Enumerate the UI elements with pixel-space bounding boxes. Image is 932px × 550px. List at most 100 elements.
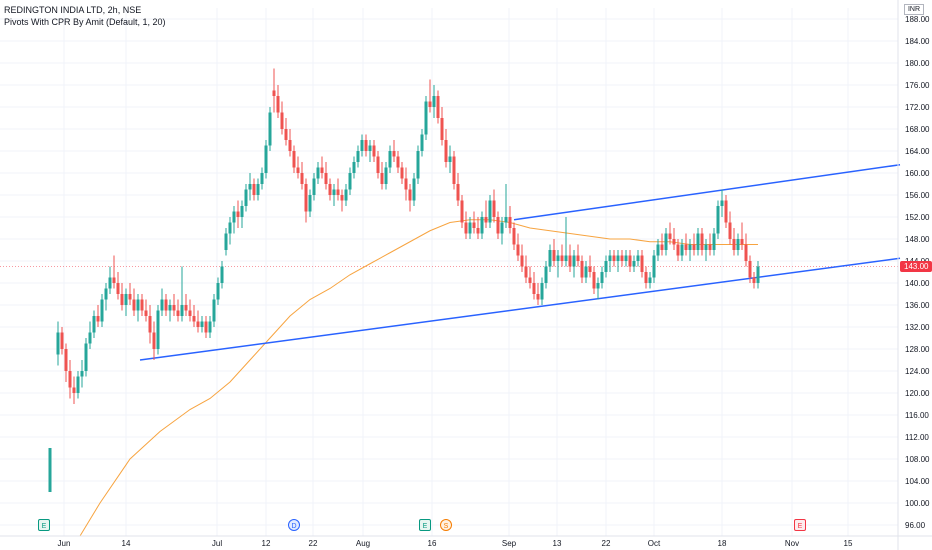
candle bbox=[104, 283, 108, 311]
candle-body bbox=[492, 200, 496, 217]
candle-body bbox=[292, 151, 296, 168]
event-marker-dividend[interactable]: D bbox=[288, 519, 300, 531]
candle-body bbox=[260, 173, 264, 184]
candle-body bbox=[644, 272, 648, 283]
candle-body bbox=[348, 173, 352, 190]
candle-body bbox=[380, 173, 384, 184]
candle-body bbox=[452, 156, 456, 184]
candle-body bbox=[572, 255, 576, 267]
candle bbox=[212, 294, 216, 327]
x-tick-label: 15 bbox=[844, 539, 853, 548]
event-marker-earnings-future[interactable]: E bbox=[794, 519, 806, 531]
candle-body bbox=[328, 184, 332, 195]
y-tick-label: 124.00 bbox=[905, 367, 930, 376]
candle bbox=[240, 200, 244, 228]
candle-body bbox=[704, 244, 708, 250]
candle-body bbox=[60, 332, 64, 349]
candle bbox=[320, 156, 324, 179]
candle bbox=[584, 261, 588, 283]
candle bbox=[728, 211, 732, 245]
candle bbox=[468, 217, 472, 239]
candle-body bbox=[336, 189, 340, 195]
candle-body bbox=[460, 200, 464, 223]
candle-body bbox=[424, 101, 428, 135]
candle bbox=[448, 145, 452, 173]
candle-body bbox=[408, 189, 412, 201]
y-tick-label: 152.00 bbox=[905, 213, 930, 222]
candle-body bbox=[124, 294, 128, 305]
candle bbox=[284, 118, 288, 146]
candle bbox=[428, 79, 432, 113]
candle bbox=[624, 250, 628, 267]
x-axis[interactable]: Jun 14 Jul 12 22 Aug 16 Sep 13 22 Oct 18 Nov 15 bbox=[0, 535, 932, 548]
candle bbox=[236, 200, 240, 228]
candle-body bbox=[540, 283, 544, 300]
candle-body bbox=[108, 277, 112, 289]
candle-body bbox=[84, 343, 88, 371]
event-label: S bbox=[444, 523, 449, 530]
candle-body bbox=[268, 112, 272, 146]
candle bbox=[632, 255, 636, 272]
y-tick-label: 168.00 bbox=[905, 125, 930, 134]
candle bbox=[316, 162, 320, 184]
candle-body bbox=[368, 145, 372, 151]
candle bbox=[220, 261, 224, 289]
candle bbox=[380, 162, 384, 190]
candle-body bbox=[400, 167, 404, 179]
candle-body bbox=[484, 217, 488, 223]
candle-body bbox=[80, 371, 84, 377]
event-label: D bbox=[291, 523, 296, 530]
candle bbox=[364, 134, 368, 157]
candle bbox=[488, 195, 492, 228]
candle-body bbox=[668, 233, 672, 239]
candle bbox=[740, 222, 744, 250]
event-marker-split[interactable]: S bbox=[440, 519, 452, 531]
candle bbox=[720, 189, 724, 217]
candle-body bbox=[188, 310, 192, 316]
trendline[interactable] bbox=[139, 257, 901, 361]
candle bbox=[620, 250, 624, 267]
candle-body bbox=[732, 239, 736, 250]
trendline[interactable] bbox=[513, 164, 901, 221]
event-label: E bbox=[798, 523, 803, 530]
candle-body bbox=[476, 228, 480, 234]
candle bbox=[464, 211, 468, 239]
candle-body bbox=[240, 206, 244, 217]
candle-body bbox=[68, 371, 72, 388]
candle-body bbox=[304, 184, 308, 212]
candle bbox=[736, 233, 740, 256]
candle-body bbox=[724, 200, 728, 223]
candle bbox=[312, 173, 316, 201]
y-tick-label: 132.00 bbox=[905, 323, 930, 332]
candle bbox=[564, 217, 568, 267]
candle-body bbox=[748, 261, 752, 278]
candle-body bbox=[224, 233, 228, 250]
event-marker-earnings[interactable]: E bbox=[38, 519, 50, 531]
y-axis[interactable]: 96.00 100.00 104.00 108.00 112.00 116.00 120.0… bbox=[897, 0, 930, 550]
y-tick-label: 108.00 bbox=[905, 455, 930, 464]
candle-body bbox=[488, 200, 492, 223]
candle bbox=[700, 228, 704, 256]
candle-body bbox=[468, 222, 472, 234]
candle bbox=[424, 96, 428, 140]
candle bbox=[628, 250, 632, 272]
trendline-layer bbox=[139, 164, 901, 361]
candle bbox=[548, 244, 552, 272]
candle bbox=[436, 90, 440, 124]
event-badge bbox=[419, 519, 431, 531]
candle bbox=[664, 228, 668, 256]
candle-body bbox=[392, 151, 396, 157]
candle bbox=[60, 327, 64, 355]
candle bbox=[136, 294, 140, 322]
candle bbox=[108, 266, 112, 294]
candle bbox=[644, 266, 648, 289]
candle bbox=[56, 321, 60, 366]
chart-title: REDINGTON INDIA LTD, 2h, NSE bbox=[4, 5, 142, 15]
candle bbox=[72, 376, 76, 404]
x-tick-label: 12 bbox=[262, 539, 271, 548]
event-marker-earnings[interactable]: E bbox=[419, 519, 431, 531]
candle-body bbox=[656, 244, 660, 256]
candle bbox=[400, 162, 404, 184]
candle-body bbox=[396, 156, 400, 168]
